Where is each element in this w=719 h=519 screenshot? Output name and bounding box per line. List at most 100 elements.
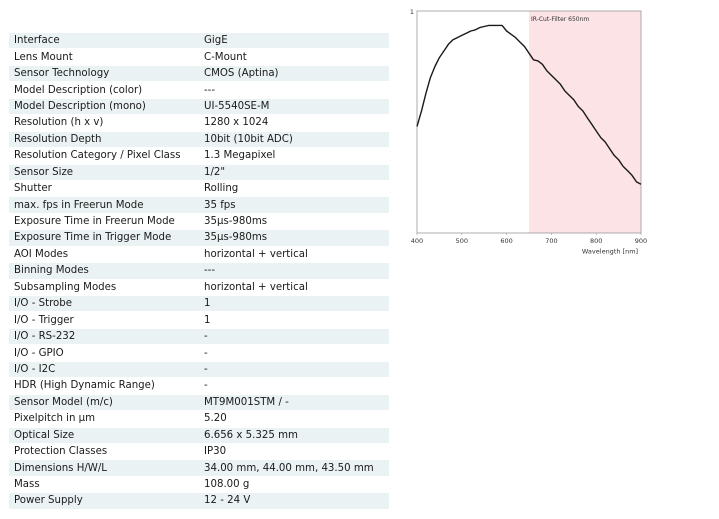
spec-label: Lens Mount — [9, 48, 199, 66]
table-row: Sensor Technology CMOS (Aptina) — [9, 65, 389, 83]
spec-label: Subsampling Modes — [9, 279, 199, 297]
spec-label: Interface — [9, 33, 199, 50]
spec-table: Interface GigE Lens Mount C-Mount Sensor Tec… — [9, 33, 389, 510]
x-axis-ticks: 400 500 600 700 800 900 — [411, 233, 647, 245]
chart-plot-area: IR-Cut-Filter 650nm — [416, 10, 642, 234]
table-row: Model Description (mono) UI-5540SE-M — [9, 98, 389, 116]
spec-label: Resolution Category / Pixel Class — [9, 147, 199, 165]
table-row: max. fps in Freerun Mode 35 fps — [9, 196, 389, 214]
spec-label: Sensor Size — [9, 164, 199, 181]
spec-value: UI-5540SE-M — [199, 98, 389, 116]
spec-value: 34.00 mm, 44.00 mm, 43.50 mm — [199, 459, 389, 477]
plot-frame — [416, 10, 642, 234]
table-row: Lens Mount C-Mount — [9, 48, 389, 66]
spec-value: 35μs-980ms — [199, 213, 389, 231]
spec-label: Model Description (mono) — [9, 98, 199, 116]
x-tick-label: 600 — [500, 237, 512, 245]
spec-value: - — [199, 361, 389, 379]
table-row: I/O - I2C - — [9, 361, 389, 379]
spec-value: 10bit (10bit ADC) — [199, 131, 389, 149]
y-tick-label: 1 — [410, 8, 414, 16]
spec-value: 1280 x 1024 — [199, 114, 389, 132]
spec-label: I/O - Trigger — [9, 311, 199, 329]
spec-value: CMOS (Aptina) — [199, 65, 389, 83]
spec-value: 5.20 — [199, 410, 389, 428]
spec-label: Binning Modes — [9, 262, 199, 280]
table-row: Optical Size 6.656 x 5.325 mm — [9, 427, 389, 444]
table-row: Pixelpitch in μm 5.20 — [9, 410, 389, 428]
table-row: I/O - GPIO - — [9, 344, 389, 362]
spec-label: I/O - GPIO — [9, 344, 199, 362]
table-row: Mass 108.00 g — [9, 476, 389, 494]
table-row: Resolution Depth 10bit (10bit ADC) — [9, 131, 389, 149]
table-row: Protection Classes IP30 — [9, 443, 389, 461]
table-row: Sensor Size 1/2" — [9, 164, 389, 181]
spec-label: Mass — [9, 476, 199, 494]
spec-value: C-Mount — [199, 48, 389, 66]
x-tick-label: 800 — [590, 237, 602, 245]
spec-value: 1.3 Megapixel — [199, 147, 389, 165]
spec-value: --- — [199, 81, 389, 99]
table-row: Exposure Time in Freerun Mode 35μs-980ms — [9, 213, 389, 231]
table-row: I/O - RS-232- — [9, 328, 389, 346]
spectral-response-chart: IR-Cut-Filter 650nm 400 500 600 700 800 900 1… — [410, 8, 647, 256]
ir-cut-label: IR-Cut-Filter 650nm — [531, 16, 589, 23]
table-row: Subsampling Modes horizontal + vertical — [9, 279, 389, 297]
spec-value: 1/2" — [199, 164, 389, 181]
spec-label: Protection Classes — [9, 443, 199, 461]
spec-value: - — [199, 344, 389, 362]
spec-label: Exposure Time in Trigger Mode — [9, 229, 199, 247]
spec-value: 1 — [199, 295, 389, 313]
x-tick-label: 400 — [411, 237, 423, 245]
spec-value: - — [199, 328, 389, 346]
spec-label: Shutter — [9, 180, 199, 198]
spec-label: Power Supply — [9, 492, 199, 510]
table-row: Resolution (h x v) 1280 x 1024 — [9, 114, 389, 132]
spec-value: MT9M001STM / - — [199, 394, 389, 412]
spec-value: IP30 — [199, 443, 389, 461]
ir-cut-region — [529, 11, 641, 233]
table-row: Power Supply 12 - 24 V — [9, 492, 389, 510]
table-row: Exposure Time in Trigger Mode 35μs-980ms — [9, 229, 389, 247]
table-row: I/O - Trigger 1 — [9, 311, 389, 329]
spec-label: HDR (High Dynamic Range) — [9, 377, 199, 395]
spec-value: --- — [199, 262, 389, 280]
spec-label: I/O - I2C — [9, 361, 199, 379]
table-row: Sensor Model (m/c) MT9M001STM / - — [9, 394, 389, 412]
table-row: HDR (High Dynamic Range) - — [9, 377, 389, 395]
spec-label: AOI Modes — [9, 246, 199, 264]
spec-value: 12 - 24 V — [199, 492, 389, 510]
spec-label: Dimensions H/W/L — [9, 459, 199, 477]
spectral-response-line — [416, 24, 642, 185]
spec-label: max. fps in Freerun Mode — [9, 196, 199, 214]
spec-table-body: Interface GigE Lens Mount C-Mount Sensor Tec… — [9, 33, 389, 510]
spec-value: 108.00 g — [199, 476, 389, 494]
x-axis-label: Wavelength [nm] — [582, 248, 638, 256]
spec-label: I/O - Strobe — [9, 295, 199, 313]
spec-label: I/O - RS-232 — [9, 328, 199, 346]
y-axis-ticks: 1 — [410, 8, 414, 16]
spec-label: Resolution Depth — [9, 131, 199, 149]
spec-value: horizontal + vertical — [199, 279, 389, 297]
spec-label: Optical Size — [9, 427, 199, 444]
x-tick-label: 500 — [456, 237, 468, 245]
spec-value: 35 fps — [199, 196, 389, 214]
spec-value: 35μs-980ms — [199, 229, 389, 247]
spec-value: 1 — [199, 311, 389, 329]
table-row: AOI Modes horizontal + vertical — [9, 246, 389, 264]
spec-label: Sensor Technology — [9, 65, 199, 83]
spec-value: GigE — [199, 33, 389, 50]
table-row: I/O - Strobe 1 — [9, 295, 389, 313]
spec-label: Exposure Time in Freerun Mode — [9, 213, 199, 231]
spec-label: Resolution (h x v) — [9, 114, 199, 132]
table-row: Interface GigE — [9, 33, 389, 50]
x-tick-label: 700 — [545, 237, 557, 245]
spec-value: 6.656 x 5.325 mm — [199, 427, 389, 444]
spec-label: Pixelpitch in μm — [9, 410, 199, 428]
spec-value: horizontal + vertical — [199, 246, 389, 264]
spec-label: Model Description (color) — [9, 81, 199, 99]
table-row: Model Description (color) --- — [9, 81, 389, 99]
x-tick-label: 900 — [635, 237, 647, 245]
table-row: Shutter Rolling — [9, 180, 389, 198]
spec-label: Sensor Model (m/c) — [9, 394, 199, 412]
